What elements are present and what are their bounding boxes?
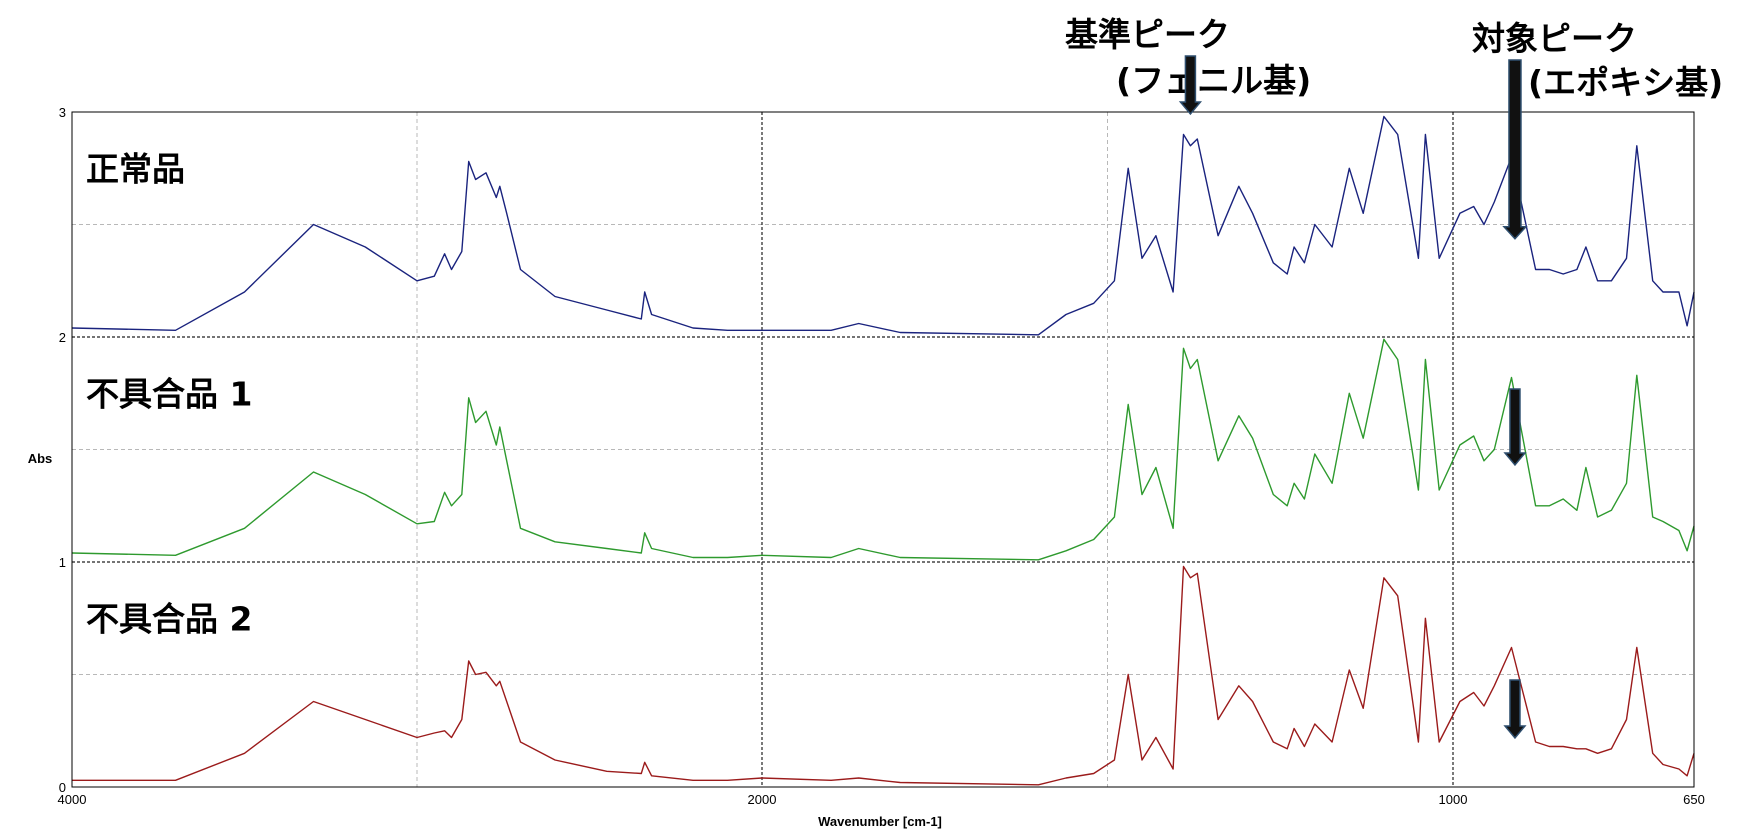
grid-layer bbox=[72, 112, 1694, 787]
reference-peak-sublabel: (フェニル基) bbox=[1116, 61, 1311, 100]
target-peak-arrow-defect2 bbox=[1503, 679, 1527, 740]
annotation-layer: 基準ピーク (フェニル基) 対象ピーク (エポキシ基) bbox=[1065, 15, 1723, 740]
y-tick-label: 3 bbox=[59, 105, 66, 120]
y-tick-label: 2 bbox=[59, 330, 66, 345]
reference-peak-label: 基準ピーク bbox=[1065, 15, 1230, 54]
target-peak-sublabel: (エポキシ基) bbox=[1528, 63, 1723, 102]
x-tick-label: 4000 bbox=[58, 792, 87, 807]
series-layer bbox=[71, 115, 1695, 786]
series-line bbox=[72, 565, 1695, 786]
series-label: 不具合品 1 bbox=[86, 374, 252, 413]
target-peak-arrow-defect1 bbox=[1503, 388, 1527, 467]
x-axis-title: Wavenumber [cm-1] bbox=[818, 814, 942, 829]
tick-layer: 0 1 2 3 4000 2000 1000 650 bbox=[58, 105, 1705, 807]
reference-peak-arrow bbox=[1178, 55, 1203, 116]
y-tick-label: 1 bbox=[59, 555, 66, 570]
series-line bbox=[71, 338, 1695, 561]
y-axis-title: Abs bbox=[28, 451, 53, 466]
series-line bbox=[71, 115, 1695, 336]
x-tick-label: 2000 bbox=[748, 792, 777, 807]
series-label: 正常品 bbox=[86, 149, 185, 188]
y-tick-label: 0 bbox=[59, 780, 66, 795]
target-peak-arrow-normal bbox=[1502, 59, 1528, 240]
x-tick-label: 650 bbox=[1683, 792, 1705, 807]
series-label: 不具合品 2 bbox=[86, 599, 252, 638]
target-peak-label: 対象ピーク bbox=[1472, 19, 1637, 58]
x-tick-label: 1000 bbox=[1439, 792, 1468, 807]
plot-frame bbox=[71, 111, 1695, 788]
